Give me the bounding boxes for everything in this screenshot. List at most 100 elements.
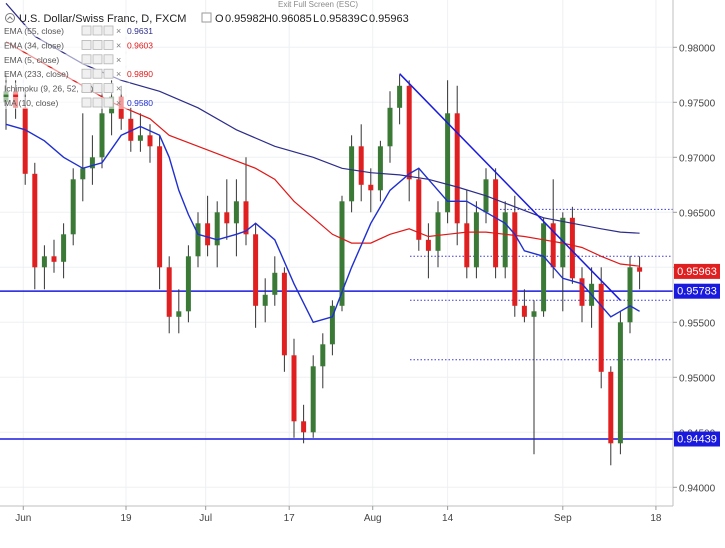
- candle-up: [185, 256, 191, 312]
- support-lines: [0, 290, 673, 440]
- time-axis[interactable]: Jun 19 Jul 17 Aug 14 Sep 18: [15, 506, 662, 524]
- candle-down: [416, 179, 422, 240]
- candle-up: [233, 201, 239, 224]
- more-options-icon[interactable]: [103, 83, 114, 93]
- legend-value: 0.9603: [127, 40, 153, 50]
- candle-down: [128, 118, 134, 141]
- candle-up: [445, 113, 451, 213]
- support-1-label: 0.95783: [677, 286, 717, 298]
- indicator-legend[interactable]: EMA (55, close) × 0.9631 EMA (34, close) × 0.…: [2, 25, 153, 109]
- ohlc-close: 0.95963: [369, 13, 409, 25]
- legend-row[interactable]: Ichimoku (9, 26, 52, 26) ×: [2, 82, 130, 95]
- dotted-levels: [410, 208, 673, 361]
- price-tick-label: 0.94000: [679, 483, 716, 494]
- remove-close-icon[interactable]: ×: [116, 40, 121, 50]
- time-tick-label: 19: [120, 513, 132, 524]
- remove-close-icon[interactable]: ×: [116, 55, 121, 65]
- candle-up: [61, 234, 67, 262]
- legend-row[interactable]: EMA (34, close) × 0.9603: [2, 39, 153, 52]
- collapse-icon[interactable]: [5, 13, 15, 23]
- exit-full-screen-hint[interactable]: Exit Full Screen (ESC): [278, 0, 358, 9]
- candle-down: [493, 179, 499, 268]
- visibility-eye-icon[interactable]: [81, 40, 92, 50]
- settings-gear-icon[interactable]: [92, 25, 103, 36]
- more-options-icon[interactable]: [103, 68, 114, 79]
- ohlc-c-label: C: [360, 13, 368, 25]
- candle-down: [569, 217, 575, 279]
- ohlc-low: 0.95839: [320, 13, 360, 25]
- candle-up: [99, 113, 105, 158]
- ma-10-line: [5, 123, 640, 324]
- candle-down: [243, 201, 249, 235]
- ohlc-o-label: O: [215, 13, 224, 25]
- descending-trendline[interactable]: [399, 73, 621, 301]
- candle-down: [368, 184, 374, 191]
- candle-down: [253, 234, 259, 306]
- candle-down: [406, 85, 412, 180]
- remove-close-icon[interactable]: ×: [116, 98, 121, 108]
- candle-up: [176, 311, 182, 317]
- candle-up: [387, 107, 393, 147]
- candle-down: [147, 135, 153, 147]
- more-options-icon[interactable]: [103, 54, 114, 65]
- more-options-icon[interactable]: [103, 25, 114, 36]
- candle-down: [425, 239, 431, 251]
- candle-down: [358, 146, 364, 185]
- legend-label: EMA (55, close): [4, 26, 64, 36]
- settings-gear-icon[interactable]: [92, 40, 103, 50]
- settings-gear-icon[interactable]: [92, 54, 103, 65]
- time-tick-label: 14: [442, 513, 454, 524]
- legend-row[interactable]: EMA (233, close) × 0.9890: [2, 68, 153, 81]
- candle-up: [137, 135, 143, 141]
- legend-row[interactable]: EMA (5, close) ×: [2, 53, 130, 66]
- candle-down: [464, 223, 470, 268]
- candle-down: [224, 212, 230, 224]
- remove-close-icon[interactable]: ×: [116, 69, 121, 79]
- candle-up: [272, 272, 278, 295]
- settings-gear-icon[interactable]: [92, 97, 103, 108]
- time-tick-label: Jul: [199, 513, 212, 524]
- ohlc-h-label: H: [264, 13, 272, 25]
- visibility-eye-icon[interactable]: [81, 83, 92, 93]
- visibility-eye-icon[interactable]: [81, 54, 92, 65]
- visibility-eye-icon[interactable]: [81, 68, 92, 79]
- visibility-eye-icon[interactable]: [81, 97, 92, 108]
- candle-up: [617, 322, 623, 444]
- symbol-title: U.S. Dollar/Swiss Franc, D, FXCM: [19, 13, 186, 25]
- candle-down: [205, 223, 211, 246]
- candle-up: [310, 366, 316, 433]
- candle-down: [166, 267, 172, 317]
- candle-down: [608, 371, 614, 444]
- candle-up: [214, 212, 220, 246]
- candle-up: [397, 85, 403, 108]
- candle-down: [157, 146, 163, 268]
- legend-row[interactable]: EMA (55, close) × 0.9631: [2, 25, 153, 37]
- support-2-badge: 0.94439: [674, 431, 720, 447]
- settings-gear-icon[interactable]: [92, 83, 103, 93]
- settings-icon[interactable]: [201, 12, 212, 23]
- settings-gear-icon[interactable]: [92, 68, 103, 79]
- candle-down: [281, 272, 287, 356]
- candle-up: [262, 294, 268, 306]
- candle-down: [521, 305, 527, 317]
- candle-up: [89, 157, 95, 169]
- remove-close-icon[interactable]: ×: [116, 26, 121, 36]
- candle-up: [502, 212, 508, 268]
- remove-close-icon[interactable]: ×: [116, 84, 121, 94]
- more-options-icon[interactable]: [103, 40, 114, 50]
- candle-up: [435, 212, 441, 251]
- legend-row[interactable]: MA (10, close) × 0.9580: [2, 97, 153, 109]
- ohlc-l-label: L: [313, 13, 319, 25]
- more-options-icon[interactable]: [103, 97, 114, 108]
- price-tick-label: 0.95500: [679, 318, 716, 329]
- legend-label: EMA (34, close): [4, 40, 64, 50]
- candle-down: [22, 107, 28, 174]
- legend-value: 0.9631: [127, 26, 153, 36]
- visibility-eye-icon[interactable]: [81, 25, 92, 36]
- candle-up: [473, 212, 479, 268]
- candle-up: [531, 311, 537, 317]
- support-1-badge: 0.95783: [674, 283, 720, 299]
- candle-down: [301, 421, 307, 433]
